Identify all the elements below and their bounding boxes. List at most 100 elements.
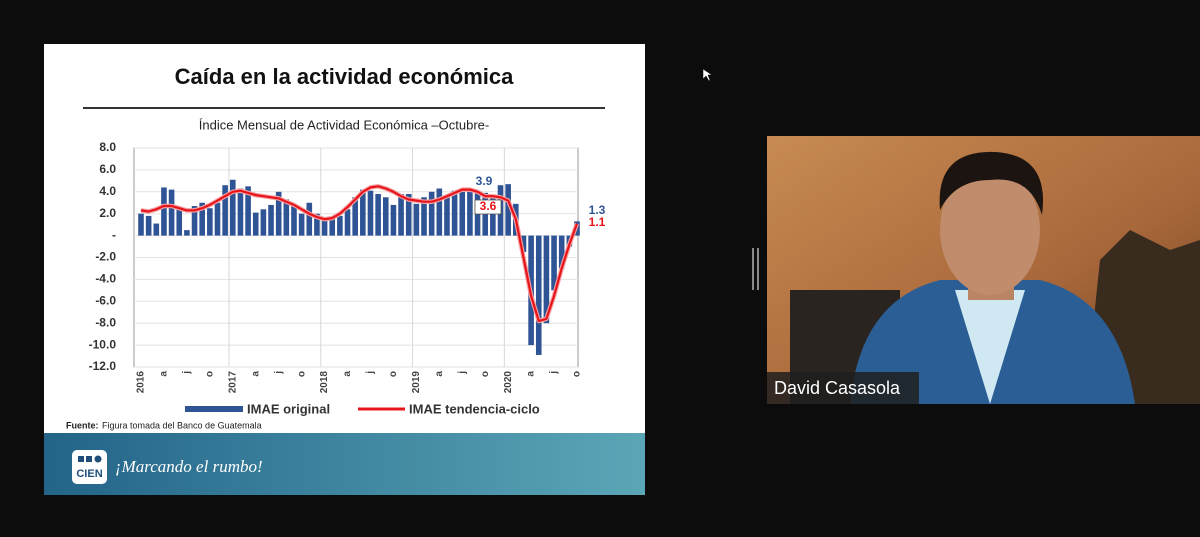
x-tick-label: o [572, 371, 583, 377]
x-tick-label: 2019 [411, 371, 422, 394]
x-tick-label: a [434, 371, 445, 377]
y-tick-label: -6.0 [95, 293, 116, 307]
bar [222, 185, 228, 236]
video-tile: David Casasola [767, 136, 1200, 404]
bar [329, 219, 336, 236]
trend-line [140, 185, 579, 323]
y-tick-label: -12.0 [89, 359, 117, 373]
bar [191, 206, 198, 236]
annotation: 3.9 [476, 174, 493, 188]
bar [344, 209, 351, 236]
bar [428, 191, 435, 236]
bar [405, 193, 412, 236]
bar [505, 184, 511, 236]
bar [298, 213, 305, 236]
bar [467, 191, 473, 236]
x-tick-label: a [526, 371, 537, 377]
bar [360, 189, 366, 236]
annotation-box [474, 199, 502, 215]
bar [543, 235, 550, 324]
y-tick-label: -8.0 [95, 315, 116, 329]
bar [161, 187, 167, 236]
y-tick-label: -2.0 [95, 250, 116, 264]
slogan: ¡Marcando el rumbo! [115, 457, 263, 476]
bar [268, 204, 274, 236]
x-tick-label: o [388, 371, 399, 377]
logo-icon [94, 455, 102, 463]
x-tick-label: 2020 [503, 371, 514, 394]
annotation: 1.3 [589, 203, 606, 217]
bar [551, 235, 557, 291]
bar [314, 213, 320, 236]
bar [421, 197, 427, 236]
x-tick-label: a [342, 371, 353, 377]
name-label-bg [767, 372, 919, 404]
x-tick-label: o [296, 371, 307, 377]
legend-label: IMAE original [247, 401, 330, 416]
y-tick-label: - [112, 228, 116, 242]
x-tick-label: j [549, 371, 560, 375]
x-tick-label: 2017 [227, 371, 238, 394]
bar [229, 179, 236, 236]
bar [138, 213, 144, 236]
bar [184, 230, 190, 236]
bar [382, 197, 389, 236]
y-tick-label: 8.0 [99, 140, 116, 154]
bar [444, 196, 450, 236]
x-tick-label: o [204, 371, 215, 377]
person-face [940, 165, 1040, 295]
bar [153, 223, 160, 236]
slide-title: Caída en la actividad económica [175, 64, 514, 89]
bar [413, 203, 420, 236]
bar [558, 235, 565, 269]
x-tick-label: 2016 [136, 371, 147, 394]
x-tick-label: j [182, 371, 193, 375]
bar [176, 208, 183, 236]
bar [390, 204, 397, 236]
y-tick-label: 2.0 [99, 206, 116, 220]
bar [451, 190, 458, 236]
bar [199, 202, 205, 236]
logo-icon [86, 456, 92, 462]
logo-text: CIEN [76, 468, 102, 480]
bar [214, 202, 221, 236]
bar [321, 220, 328, 236]
bar [168, 189, 175, 236]
legend-swatch [185, 406, 243, 412]
bar [398, 193, 404, 236]
bar [306, 202, 313, 236]
bar [337, 215, 343, 236]
source-label: Fuente: [66, 420, 99, 430]
bar [245, 186, 251, 236]
y-tick-label: -4.0 [95, 272, 116, 286]
bar [367, 190, 374, 236]
person-shirt [955, 290, 1025, 404]
y-tick-label: 4.0 [99, 184, 116, 198]
participant-name: David Casasola [774, 378, 901, 398]
legend-label: IMAE tendencia-ciclo [409, 401, 540, 416]
bar [275, 191, 282, 236]
x-tick-label: a [250, 371, 261, 377]
y-tick-label: -10.0 [89, 337, 117, 351]
x-tick-label: o [480, 371, 491, 377]
bar [375, 193, 381, 236]
y-tick-label: 6.0 [99, 162, 116, 176]
x-tick-label: 2018 [319, 371, 330, 394]
bar [291, 204, 297, 236]
x-tick-label: j [273, 371, 284, 375]
footer-band [44, 433, 645, 495]
bar [283, 199, 290, 236]
cursor [702, 68, 713, 82]
logo-icon [78, 456, 84, 462]
bar [252, 212, 259, 236]
bar [459, 191, 466, 236]
person-hair [939, 151, 1044, 215]
annotation: 1.1 [589, 215, 606, 229]
x-tick-label: a [159, 371, 170, 377]
bar [520, 235, 527, 253]
annotation: 3.6 [480, 199, 497, 213]
bar [436, 188, 443, 236]
x-tick-label: j [457, 371, 468, 375]
bar [207, 208, 213, 236]
bar [490, 196, 496, 236]
